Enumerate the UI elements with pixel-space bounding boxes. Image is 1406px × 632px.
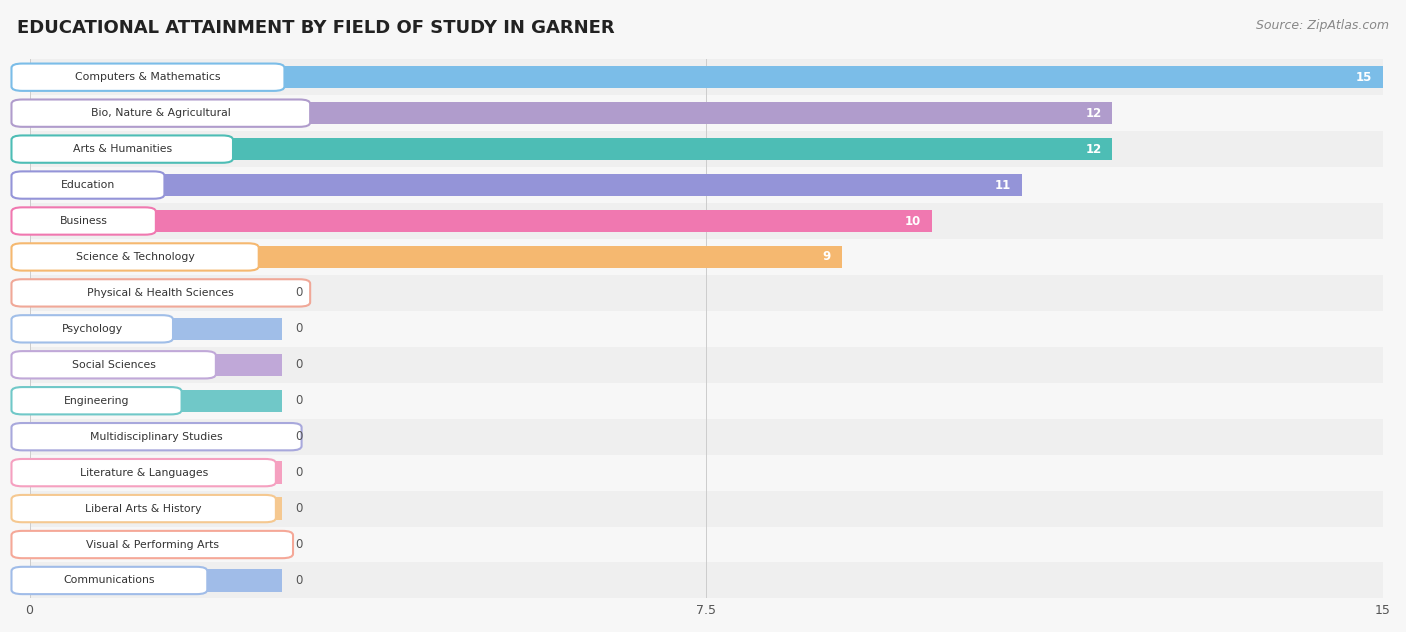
- Bar: [30, 533, 283, 556]
- Bar: [0, 383, 1406, 419]
- Text: Source: ZipAtlas.com: Source: ZipAtlas.com: [1256, 19, 1389, 32]
- Text: Physical & Health Sciences: Physical & Health Sciences: [87, 288, 235, 298]
- FancyBboxPatch shape: [11, 423, 302, 451]
- Text: Psychology: Psychology: [62, 324, 122, 334]
- FancyBboxPatch shape: [11, 99, 311, 127]
- Text: 10: 10: [905, 214, 921, 228]
- Bar: [30, 66, 1384, 88]
- FancyBboxPatch shape: [11, 315, 173, 343]
- Bar: [30, 138, 1112, 161]
- Bar: [0, 275, 1406, 311]
- Text: 12: 12: [1085, 143, 1101, 155]
- Text: 0: 0: [295, 430, 304, 443]
- FancyBboxPatch shape: [11, 459, 276, 486]
- Text: 15: 15: [1355, 71, 1372, 83]
- FancyBboxPatch shape: [11, 207, 156, 234]
- Text: 0: 0: [295, 394, 304, 407]
- Text: Computers & Mathematics: Computers & Mathematics: [75, 72, 221, 82]
- Text: Social Sciences: Social Sciences: [72, 360, 156, 370]
- FancyBboxPatch shape: [11, 279, 311, 307]
- Text: Liberal Arts & History: Liberal Arts & History: [86, 504, 202, 514]
- Text: EDUCATIONAL ATTAINMENT BY FIELD OF STUDY IN GARNER: EDUCATIONAL ATTAINMENT BY FIELD OF STUDY…: [17, 19, 614, 37]
- Text: Engineering: Engineering: [63, 396, 129, 406]
- Bar: [30, 174, 1022, 196]
- Bar: [0, 95, 1406, 131]
- Text: Education: Education: [60, 180, 115, 190]
- Text: 11: 11: [995, 179, 1011, 191]
- Text: Arts & Humanities: Arts & Humanities: [73, 144, 172, 154]
- Bar: [0, 167, 1406, 203]
- Bar: [30, 461, 283, 483]
- Bar: [30, 318, 283, 340]
- Bar: [30, 389, 283, 412]
- Bar: [0, 419, 1406, 454]
- FancyBboxPatch shape: [11, 135, 233, 163]
- Bar: [0, 526, 1406, 562]
- Bar: [30, 102, 1112, 125]
- FancyBboxPatch shape: [11, 567, 207, 594]
- FancyBboxPatch shape: [11, 495, 276, 522]
- FancyBboxPatch shape: [11, 171, 165, 198]
- Bar: [0, 59, 1406, 95]
- Bar: [0, 203, 1406, 239]
- Text: Science & Technology: Science & Technology: [76, 252, 194, 262]
- Text: 0: 0: [295, 358, 304, 371]
- Text: 0: 0: [295, 502, 304, 515]
- Text: Visual & Performing Arts: Visual & Performing Arts: [86, 540, 219, 549]
- Text: 9: 9: [823, 250, 831, 264]
- Bar: [30, 354, 283, 376]
- Text: Literature & Languages: Literature & Languages: [80, 468, 208, 478]
- Bar: [30, 425, 283, 448]
- FancyBboxPatch shape: [11, 351, 217, 379]
- Bar: [30, 569, 283, 592]
- Text: 0: 0: [295, 574, 304, 587]
- FancyBboxPatch shape: [11, 243, 259, 270]
- Bar: [0, 131, 1406, 167]
- Text: 12: 12: [1085, 107, 1101, 119]
- Bar: [0, 454, 1406, 490]
- Bar: [0, 490, 1406, 526]
- Text: 0: 0: [295, 322, 304, 336]
- FancyBboxPatch shape: [11, 64, 284, 91]
- FancyBboxPatch shape: [11, 387, 181, 415]
- Text: Bio, Nature & Agricultural: Bio, Nature & Agricultural: [91, 108, 231, 118]
- Text: Multidisciplinary Studies: Multidisciplinary Studies: [90, 432, 222, 442]
- Text: Communications: Communications: [63, 576, 155, 585]
- FancyBboxPatch shape: [11, 531, 292, 558]
- Bar: [0, 347, 1406, 383]
- Text: Business: Business: [59, 216, 108, 226]
- Bar: [30, 246, 842, 268]
- Bar: [30, 210, 932, 232]
- Text: 0: 0: [295, 538, 304, 551]
- Bar: [30, 497, 283, 520]
- Bar: [0, 562, 1406, 599]
- Text: 0: 0: [295, 286, 304, 300]
- Bar: [0, 311, 1406, 347]
- Bar: [30, 282, 283, 304]
- Bar: [0, 239, 1406, 275]
- Text: 0: 0: [295, 466, 304, 479]
